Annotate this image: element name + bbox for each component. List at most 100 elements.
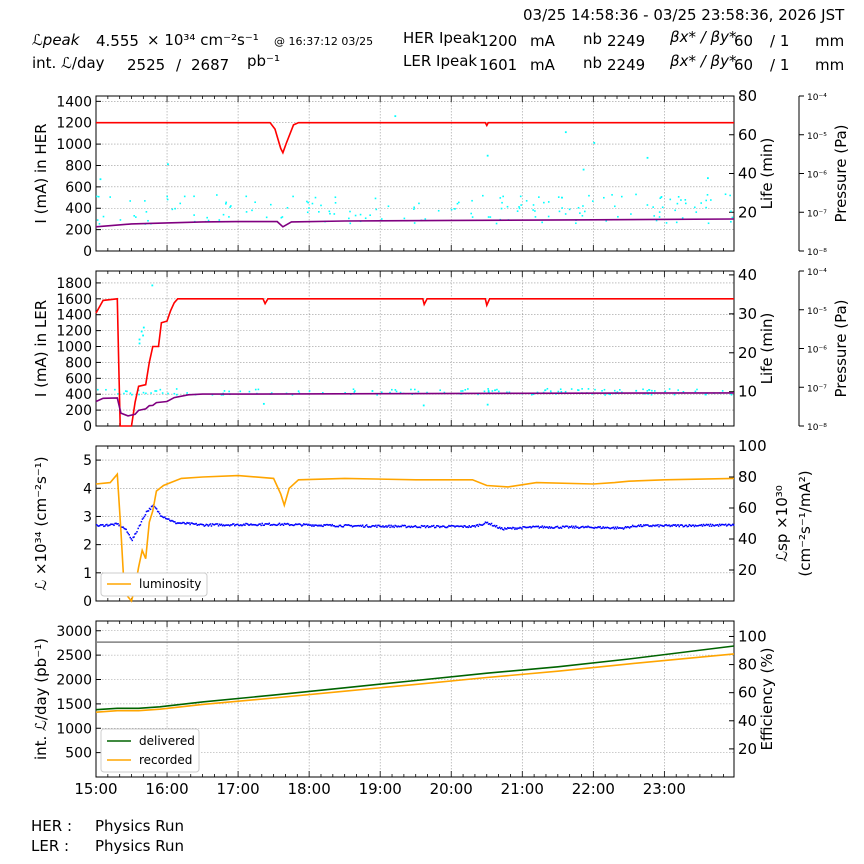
panel-3-specific-point bbox=[142, 517, 145, 519]
panel-2-life-point bbox=[603, 388, 606, 391]
panel-1-y2tick-label: 60 bbox=[738, 126, 757, 144]
panel-1-life-point bbox=[674, 209, 676, 212]
panel-3-specific-point bbox=[449, 525, 451, 527]
panel-3-specific-point bbox=[283, 522, 286, 525]
panel-3-specific-point bbox=[579, 527, 581, 529]
panel-1-life-point bbox=[354, 214, 357, 217]
panel-1-life-point bbox=[418, 202, 420, 205]
panel-2-life-point bbox=[353, 391, 356, 393]
panel-3-specific-point bbox=[376, 526, 378, 528]
panel-1-life-point bbox=[265, 216, 268, 219]
panel-1-ytick-label: 1000 bbox=[56, 137, 92, 153]
panel-3-specific-point bbox=[388, 524, 390, 527]
panel-3-specific-point bbox=[415, 526, 418, 528]
x-axis-tick-label: 17:00 bbox=[216, 780, 259, 798]
panel-3-specific-point bbox=[193, 523, 195, 525]
panel-3-specific-point bbox=[668, 524, 670, 526]
panel-3-specific-point bbox=[543, 525, 546, 528]
panel-2-life-point bbox=[604, 394, 606, 396]
panel-2-life-point bbox=[117, 393, 119, 395]
ler-status-label: LER : bbox=[31, 837, 70, 855]
panel-3-specific-point bbox=[216, 523, 219, 525]
panel-1-life-point bbox=[225, 203, 227, 205]
panel-3-specific-point bbox=[584, 526, 586, 528]
panel-3-specific-point bbox=[620, 527, 623, 529]
panel-3-ylabel: ℒ ×10³⁴ (cm⁻²s⁻¹) bbox=[32, 456, 50, 590]
panel-1-life-point bbox=[730, 220, 732, 223]
panel-4-legend-box bbox=[100, 728, 200, 773]
panel-1-life-point bbox=[506, 205, 509, 208]
panel-3-specific-point bbox=[332, 525, 334, 527]
panel-3-specific-point bbox=[198, 524, 201, 526]
panel-3-specific-point bbox=[223, 524, 226, 527]
panel-3-specific-point bbox=[517, 527, 519, 529]
panel-3-specific-point bbox=[209, 523, 212, 525]
panel-1-life-point bbox=[308, 207, 310, 209]
panel-3-specific-point bbox=[732, 524, 735, 526]
panel-2-life-point bbox=[577, 389, 580, 392]
panel-2-life-point bbox=[560, 390, 563, 393]
panel-3-specific-point bbox=[564, 525, 567, 527]
panel-3-specific-point bbox=[202, 524, 205, 526]
panel-3-specific-point bbox=[286, 522, 289, 525]
panel-1-life-point bbox=[349, 210, 351, 213]
panel-3-specific-point bbox=[383, 526, 385, 528]
panel-3-specific-point bbox=[362, 526, 365, 528]
panel-2-life-point bbox=[114, 388, 116, 391]
panel-2-y2tick-label: 30 bbox=[738, 305, 757, 323]
panel-2-life-point bbox=[137, 389, 140, 392]
panel-3-specific-point bbox=[554, 526, 557, 528]
panel-3-specific-point bbox=[611, 527, 614, 529]
panel-3-specific-point bbox=[291, 524, 294, 526]
panel-3-specific-point bbox=[681, 524, 684, 526]
panel-1-life-point bbox=[660, 196, 663, 198]
panel-1-life-point bbox=[218, 219, 221, 221]
panel-3-specific-point bbox=[615, 527, 618, 530]
panel-3-specific-point bbox=[533, 526, 535, 528]
panel-4-y2tick-label: 60 bbox=[738, 684, 757, 702]
panel-2-life-point bbox=[647, 393, 649, 395]
panel-1-y2tick-label: 20 bbox=[738, 203, 757, 221]
ler-beta-x: 60 bbox=[734, 56, 754, 74]
panel-3-specific-point bbox=[421, 525, 424, 527]
panel-1-life-point bbox=[676, 202, 679, 205]
panel-3-specific-point bbox=[326, 523, 328, 526]
panel-2-life-point bbox=[138, 338, 141, 341]
panel-3-specific-point bbox=[313, 525, 315, 527]
panel-3-specific-point bbox=[357, 524, 360, 527]
panel-3-specific-point bbox=[250, 523, 252, 525]
panel-3-specific-point bbox=[553, 527, 556, 529]
panel-3-specific-point bbox=[100, 524, 102, 526]
panel-3-specific-point bbox=[162, 516, 165, 519]
panel-1-life-point bbox=[613, 205, 616, 208]
panel-3-specific-point bbox=[327, 524, 329, 526]
panel-1-life-point bbox=[558, 210, 561, 213]
panel-3-specific-point bbox=[402, 524, 405, 527]
panel-1-life-point bbox=[620, 195, 623, 198]
panel-1-life-point bbox=[144, 200, 146, 202]
panel-3-specific-point bbox=[455, 525, 457, 527]
panel-2-life-point bbox=[291, 394, 294, 396]
panel-2-life-point bbox=[321, 392, 324, 394]
panel-3-specific-point bbox=[652, 524, 654, 527]
panel-1-life-point bbox=[314, 196, 317, 199]
panel-2-life-point bbox=[151, 284, 154, 287]
panel-3-specific-point bbox=[384, 525, 386, 528]
her-ipeak-value: 1200 bbox=[479, 32, 518, 50]
panel-1-life-point bbox=[380, 218, 383, 220]
panel-2-life-point bbox=[654, 390, 656, 392]
panel-1-life-point bbox=[547, 201, 550, 203]
panel-1-life-point bbox=[547, 215, 550, 218]
panel-3-specific-point bbox=[634, 525, 637, 528]
panel-1-life-point bbox=[394, 115, 397, 118]
panel-1-life-point bbox=[225, 201, 227, 204]
panel-3-specific-point bbox=[710, 525, 713, 527]
panel-3-specific-point bbox=[344, 524, 347, 526]
panel-2-life-point bbox=[646, 390, 649, 392]
panel-3-specific-point bbox=[563, 526, 566, 528]
panel-3-specific-point bbox=[473, 525, 476, 527]
panel-1-life-point bbox=[254, 201, 256, 204]
panel-3-specific-point bbox=[259, 523, 261, 525]
panel-3-specific-point bbox=[281, 523, 284, 525]
